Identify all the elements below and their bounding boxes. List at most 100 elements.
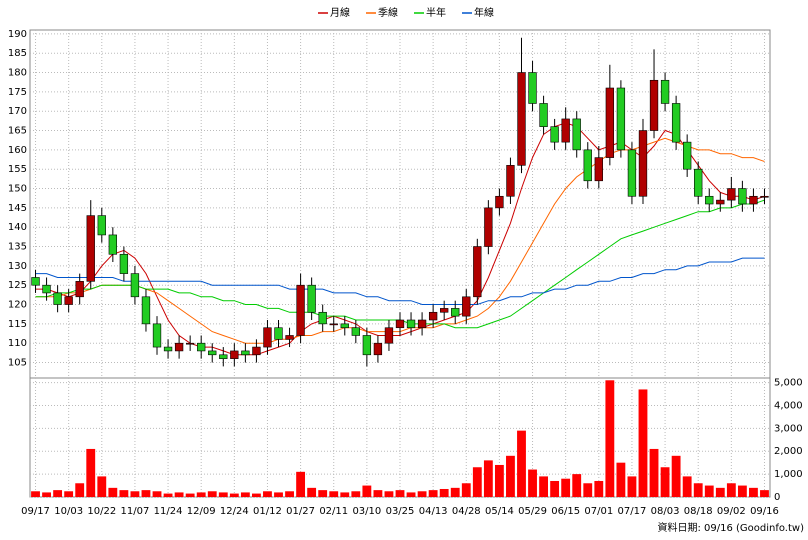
x-tick-label: 09/17 bbox=[21, 506, 50, 517]
volume-bar bbox=[141, 490, 151, 497]
volume-bar bbox=[318, 490, 328, 497]
volume-bar bbox=[152, 491, 162, 497]
candle-body bbox=[671, 103, 681, 143]
candle-body bbox=[42, 284, 51, 294]
x-tick-label: 05/14 bbox=[485, 506, 514, 517]
candle-body bbox=[727, 188, 736, 201]
x-tick-label: 04/13 bbox=[419, 506, 448, 517]
volume-bar bbox=[671, 455, 681, 497]
volume-bar bbox=[108, 487, 118, 497]
volume-bar bbox=[461, 483, 471, 497]
volume-bar bbox=[185, 493, 195, 497]
volume-bar bbox=[406, 492, 416, 497]
candle-body bbox=[340, 323, 349, 329]
candle-body bbox=[318, 311, 327, 325]
candle-body bbox=[174, 342, 184, 352]
x-tick-label: 07/17 bbox=[618, 506, 647, 517]
x-tick-label: 10/22 bbox=[87, 506, 116, 517]
volume-bar bbox=[307, 487, 317, 497]
x-tick-label: 11/07 bbox=[121, 506, 150, 517]
y-tick-label: 160 bbox=[8, 145, 27, 156]
candle-body bbox=[197, 342, 206, 352]
volume-bar bbox=[494, 464, 504, 497]
volume-bar bbox=[638, 389, 648, 497]
x-tick-label: 12/24 bbox=[220, 506, 249, 517]
candle-body bbox=[694, 168, 703, 197]
volume-bar bbox=[627, 476, 637, 497]
candle-body bbox=[53, 292, 62, 305]
candle-body bbox=[660, 79, 670, 104]
candle-body bbox=[716, 199, 725, 205]
candle-body bbox=[738, 188, 747, 205]
x-tick-label: 08/03 bbox=[651, 506, 680, 517]
y2-tick-label: 1,000 bbox=[774, 469, 803, 480]
volume-bar bbox=[395, 490, 405, 497]
volume-bar bbox=[506, 455, 515, 497]
candle-body bbox=[208, 350, 217, 356]
y2-tick-label: 3,000 bbox=[774, 423, 803, 434]
volume-bar bbox=[263, 491, 272, 497]
volume-bar bbox=[616, 462, 626, 497]
candle-body bbox=[31, 277, 40, 286]
candle-body bbox=[141, 296, 151, 325]
legend-label: 年線 bbox=[474, 6, 494, 19]
legend-label: 季線 bbox=[378, 6, 398, 19]
candle-body bbox=[274, 327, 283, 340]
volume-bar bbox=[229, 493, 239, 497]
volume-bar bbox=[417, 491, 427, 497]
volume-bar bbox=[760, 490, 769, 497]
volume-bar bbox=[649, 448, 659, 497]
volume-bar bbox=[296, 471, 306, 497]
candle-body bbox=[528, 72, 537, 104]
volume-bar bbox=[64, 491, 74, 497]
candle-body bbox=[749, 195, 758, 205]
volume-bar bbox=[439, 488, 449, 497]
volume-bar bbox=[240, 492, 250, 497]
candle-body bbox=[395, 319, 405, 329]
volume-bar bbox=[528, 469, 537, 497]
volume-bar bbox=[550, 480, 560, 497]
volume-bar bbox=[726, 483, 736, 497]
legend-label: 月線 bbox=[330, 6, 350, 19]
x-tick-label: 03/25 bbox=[386, 506, 415, 517]
volume-bar bbox=[351, 491, 361, 497]
candle-body bbox=[462, 296, 471, 317]
candle-body bbox=[417, 319, 427, 329]
x-tick-label: 10/03 bbox=[54, 506, 83, 517]
x-tick-label: 09/02 bbox=[717, 506, 746, 517]
volume-bar bbox=[329, 491, 339, 497]
volume-bar bbox=[340, 492, 350, 497]
x-tick-label: 11/24 bbox=[154, 506, 183, 517]
candle-body bbox=[539, 103, 548, 127]
candle-body bbox=[627, 149, 637, 197]
volume-bar bbox=[605, 380, 615, 497]
y-tick-label: 130 bbox=[8, 261, 27, 272]
ma-line bbox=[35, 257, 765, 305]
volume-bar bbox=[660, 467, 670, 497]
volume-bar bbox=[218, 492, 228, 497]
volume-bar bbox=[517, 430, 526, 497]
volume-bar bbox=[704, 485, 714, 497]
x-tick-label: 12/09 bbox=[187, 506, 216, 517]
candle-body bbox=[760, 195, 769, 198]
y-tick-label: 165 bbox=[8, 126, 27, 137]
footnote: 資料日期: 09/16 (Goodinfo.tw) bbox=[657, 521, 804, 534]
candle-body bbox=[705, 195, 714, 205]
volume-bar bbox=[693, 483, 703, 497]
volume-bar bbox=[75, 483, 85, 497]
y-tick-label: 120 bbox=[8, 300, 27, 311]
volume-bar bbox=[97, 476, 107, 497]
volume-bar bbox=[373, 490, 383, 497]
candle-body bbox=[130, 273, 140, 298]
volume-bar bbox=[274, 492, 283, 497]
candle-body bbox=[119, 253, 129, 274]
volume-bar bbox=[715, 487, 725, 497]
y2-tick-label: 2,000 bbox=[774, 446, 803, 457]
y-tick-label: 105 bbox=[8, 358, 27, 369]
y-tick-label: 125 bbox=[8, 280, 27, 291]
volume-bar bbox=[196, 492, 206, 497]
volume-bar bbox=[207, 491, 217, 497]
volume-bar bbox=[483, 460, 493, 497]
candle-body bbox=[406, 319, 416, 329]
volume-bar bbox=[561, 478, 571, 497]
